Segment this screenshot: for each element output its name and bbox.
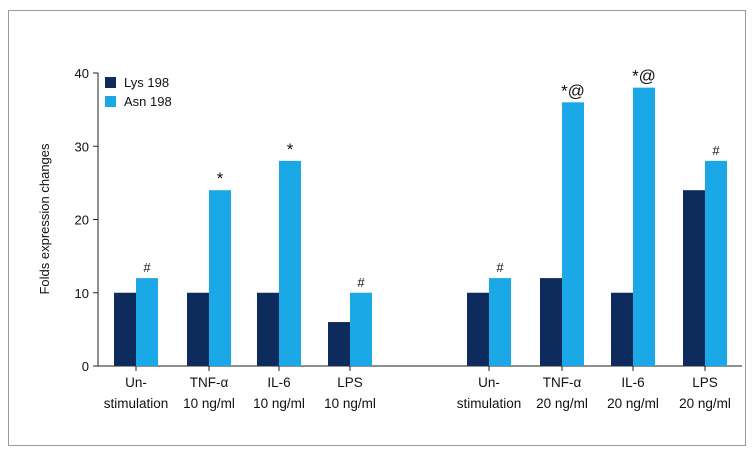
x-tick-label: 20 ng/ml [536,396,588,411]
bar-lys198-5 [540,278,562,366]
y-axis-label: Folds expression changes [37,143,52,295]
x-tick-label: stimulation [104,396,169,411]
y-tick-label: 30 [75,139,89,154]
y-tick-label: 10 [75,286,89,301]
y-ticks: 0 10 20 30 40 [75,66,98,374]
y-tick-label: 40 [75,66,89,81]
significance-marker: * [217,169,224,188]
x-tick-label: Un- [478,375,500,390]
bar-lys198-2 [257,292,279,366]
x-tick-label: 20 ng/ml [679,396,731,411]
x-tick-label: 10 ng/ml [324,396,376,411]
bar-asn198-7 [705,160,727,366]
legend-label-asn198: Asn 198 [124,94,172,109]
significance-marker: *@ [561,81,585,100]
bar-lys198-0 [114,292,136,366]
x-tick-label: LPS [692,375,718,390]
significance-marker: # [143,260,151,275]
bar-lys198-7 [683,190,705,366]
annotations: # * * # # *@ *@ # [143,67,720,290]
bar-asn198-3 [350,292,372,366]
y-tick-label: 20 [75,213,89,228]
x-tick-label: IL-6 [267,375,290,390]
bar-asn198-2 [279,160,301,366]
bar-lys198-3 [328,322,350,366]
x-tick-label: TNF-α [543,375,582,390]
x-tick-label: 10 ng/ml [253,396,305,411]
x-tick-label: stimulation [457,396,522,411]
x-tick-label: LPS [337,375,363,390]
x-tick-label: Un- [125,375,147,390]
bars [114,87,727,367]
legend: Lys 198 Asn 198 [105,75,172,109]
x-tick-label: IL-6 [621,375,644,390]
bar-asn198-1 [209,190,231,366]
figure-frame [8,10,746,446]
bar-asn198-6 [633,87,655,367]
bar-lys198-4 [467,292,489,366]
bar-asn198-5 [562,102,584,367]
x-tick-labels: Un-stimulation TNF-α 10 ng/ml IL-6 10 ng/ml L… [104,366,731,411]
significance-marker: # [496,260,504,275]
significance-marker: *@ [632,67,656,86]
bar-asn198-4 [489,278,511,366]
significance-marker: # [357,275,365,290]
bar-asn198-0 [136,278,158,366]
x-tick-label: 20 ng/ml [607,396,659,411]
x-tick-label: TNF-α [190,375,229,390]
x-tick-label: 10 ng/ml [183,396,235,411]
significance-marker: * [287,140,294,159]
bar-lys198-6 [611,292,633,366]
bar-lys198-1 [187,292,209,366]
legend-swatch-asn198 [105,96,116,107]
y-tick-label: 0 [82,359,89,374]
legend-label-lys198: Lys 198 [124,75,169,90]
legend-swatch-lys198 [105,77,116,88]
significance-marker: # [712,143,720,158]
